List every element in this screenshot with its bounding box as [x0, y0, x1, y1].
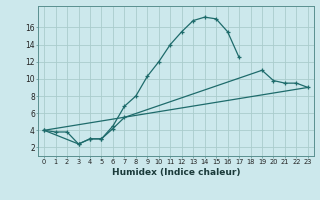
X-axis label: Humidex (Indice chaleur): Humidex (Indice chaleur) — [112, 168, 240, 177]
